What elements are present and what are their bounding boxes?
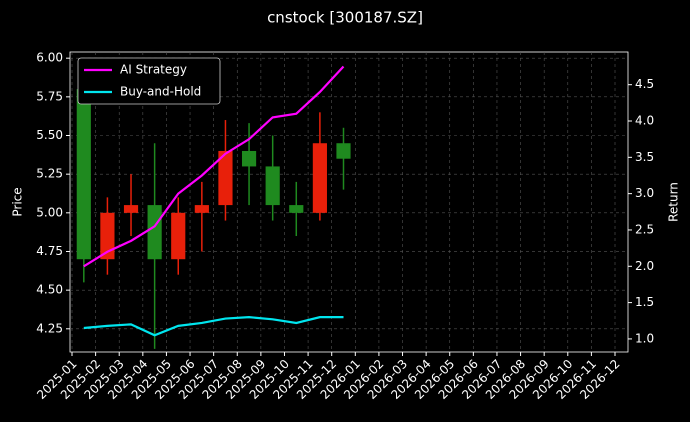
candle-body	[336, 143, 351, 159]
return-line	[83, 316, 344, 337]
candle-body	[289, 205, 304, 213]
candle-body	[100, 212, 115, 260]
y-tick-label: 6.00	[36, 51, 63, 65]
y-tick-label: 4.75	[36, 244, 63, 258]
candle-body	[241, 150, 257, 167]
y2-tick-label: 4.0	[635, 114, 654, 128]
candle-body	[171, 212, 186, 260]
y2-tick-label: 2.0	[635, 259, 654, 273]
candle-body	[194, 205, 209, 213]
y2-tick-label: 3.0	[635, 186, 654, 200]
legend-label: AI Strategy	[120, 63, 187, 77]
y2-tick-label: 2.5	[635, 222, 654, 236]
y2-tick-label: 1.0	[635, 331, 654, 345]
y2-tick-label: 1.5	[635, 295, 654, 309]
y-tick-label: 4.50	[36, 283, 63, 297]
y-tick-label: 5.00	[36, 205, 63, 219]
y2-tick-label: 3.5	[635, 150, 654, 164]
y-tick-label: 5.25	[36, 167, 63, 181]
legend-box	[77, 57, 221, 105]
return-line	[83, 65, 345, 268]
plot-frame	[69, 51, 629, 353]
candle-body	[265, 166, 280, 206]
candle-body	[76, 89, 91, 260]
y2-axis-label: Return	[667, 182, 681, 222]
y-tick-label: 5.50	[36, 128, 63, 142]
y-tick-label: 5.75	[36, 89, 63, 103]
y-tick-label: 4.25	[36, 321, 63, 335]
chart-title: cnstock [300187.SZ]	[267, 9, 423, 27]
candle-body	[147, 205, 162, 260]
candle-body	[312, 143, 327, 213]
legend-label: Buy-and-Hold	[120, 85, 201, 99]
candle-body	[218, 150, 233, 206]
candle-body	[123, 205, 139, 213]
y2-tick-label: 4.5	[635, 77, 654, 91]
y-axis-label: Price	[11, 187, 25, 216]
